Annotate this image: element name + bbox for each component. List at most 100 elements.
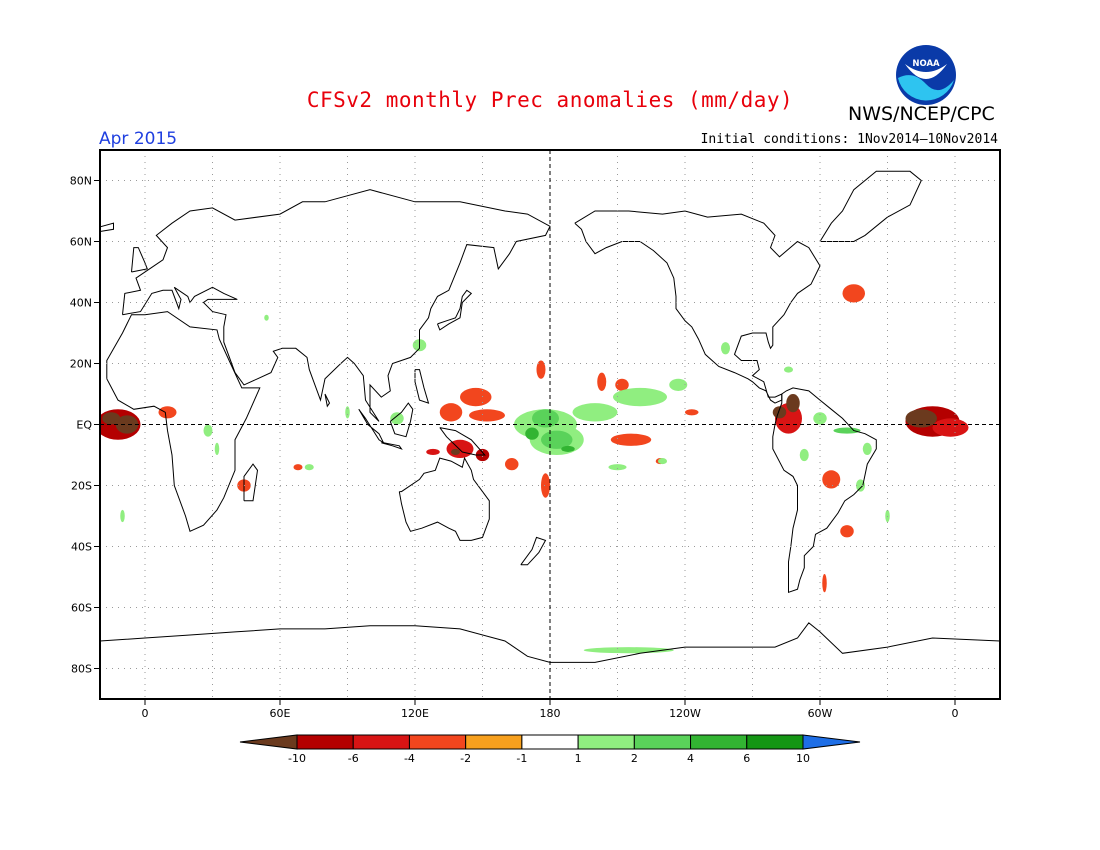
colorbar-segment (408, 734, 467, 750)
coastline (122, 189, 551, 422)
anomaly-patch (610, 433, 652, 446)
coastline (100, 222, 114, 233)
coastline (389, 402, 414, 438)
lat-label: 80S (71, 663, 92, 676)
anomaly-patch (862, 442, 872, 455)
lon-label: 120W (669, 707, 701, 720)
anomaly-patch (102, 412, 121, 425)
anomaly-patch (505, 458, 519, 471)
lat-label: 80N (70, 175, 92, 188)
initial-conditions: Initial conditions: 1Nov2014–10Nov2014 (700, 132, 998, 147)
lon-label: 60W (808, 707, 833, 720)
forecast-month: Apr 2015 (99, 129, 178, 149)
anomaly-patch (426, 448, 440, 456)
lon-label: 120E (401, 707, 429, 720)
anomaly-patch (345, 406, 350, 419)
anomaly-patch (833, 427, 861, 434)
anomaly-patch (451, 448, 460, 456)
anomaly-patch (840, 525, 854, 538)
anomaly-patch (541, 473, 550, 498)
coastline (819, 170, 922, 242)
lat-label: 40N (70, 297, 92, 310)
colorbar-label: 1 (575, 752, 582, 765)
lon-label: 0 (952, 707, 959, 720)
anomaly-patch (932, 418, 969, 437)
anomaly-patch (597, 372, 607, 391)
anomaly-patch (120, 509, 125, 523)
coastline (437, 289, 473, 331)
colorbar: -10 -6 -4 -2 -1 1 2 4 6 10 (239, 734, 861, 765)
colorbar-segment (690, 734, 748, 750)
lat-label: 20S (71, 480, 92, 493)
colorbar-segment (802, 734, 861, 750)
colorbar-label: 6 (743, 752, 750, 765)
anomaly-patch (390, 412, 404, 425)
colorbar-label: 10 (796, 752, 810, 765)
anomaly-patch (532, 409, 559, 428)
map-title: CFSv2 monthly Prec anomalies (mm/day) (306, 88, 794, 112)
anomaly-patch (541, 430, 573, 449)
noaa-logo-text: NOAA (912, 59, 940, 69)
colorbar-label: -4 (404, 752, 415, 765)
coastline (106, 311, 261, 532)
coastline (439, 427, 486, 456)
anomaly-patch (669, 378, 688, 391)
anomaly-patch (613, 387, 667, 407)
lat-label: 60N (70, 236, 92, 249)
anomaly-patch (460, 387, 492, 407)
coastline (414, 369, 430, 404)
anomaly-patch (784, 366, 793, 373)
coastlines (100, 170, 1000, 663)
colorbar-segment (352, 734, 410, 750)
anomaly-patch (214, 442, 220, 455)
colorbar-segment (521, 734, 579, 750)
colorbar-label: -2 (460, 752, 471, 765)
lon-label: 60E (270, 707, 291, 720)
colorbar-label: 2 (631, 752, 638, 765)
colorbar-label: -6 (348, 752, 359, 765)
anomaly-patch (856, 479, 865, 492)
anomaly-patch (822, 470, 841, 489)
coastline (381, 442, 403, 450)
anomaly-patch (203, 424, 213, 437)
lat-label: EQ (76, 419, 92, 432)
anomaly-patch (772, 406, 787, 419)
coastline (772, 387, 877, 594)
lat-label: 20N (70, 358, 92, 371)
colorbar-segment (465, 734, 523, 750)
anomaly-patch (536, 360, 546, 379)
lon-label: 0 (142, 707, 149, 720)
anomaly-patch (822, 573, 827, 593)
colorbar-label: -10 (288, 752, 306, 765)
reference-lines (100, 150, 1000, 699)
anomaly-patch (685, 409, 699, 416)
lat-label: 60S (71, 602, 92, 615)
noaa-logo-icon: NOAA (896, 45, 956, 105)
anomaly-patch (721, 342, 730, 355)
longitude-labels: 0 60E 120E 180 120W 60W 0 (142, 699, 959, 720)
coastline (520, 536, 547, 566)
anomaly-patch (158, 406, 177, 419)
colorbar-segment (296, 734, 354, 750)
anomaly-patch (525, 427, 539, 440)
lon-label: 180 (540, 707, 561, 720)
anomaly-patch (115, 415, 139, 434)
anomaly-patch (608, 464, 627, 471)
colorbar-segment (577, 734, 635, 750)
coastline (100, 622, 1000, 663)
anomaly-patch (786, 394, 800, 413)
anomaly-patch (905, 409, 937, 428)
anomaly-patch (658, 458, 667, 465)
agency-label: NWS/NCEP/CPC (848, 103, 995, 125)
anomaly-patch (572, 403, 618, 422)
colorbar-segment (633, 734, 692, 750)
lat-label: 40S (71, 541, 92, 554)
anomaly-patch (469, 409, 505, 422)
anomaly-patch (304, 464, 314, 471)
coastline (324, 393, 331, 408)
anomaly-patch (842, 284, 865, 303)
anomaly-patch (439, 403, 463, 422)
coastline (131, 247, 148, 273)
anomaly-patch (293, 464, 303, 471)
